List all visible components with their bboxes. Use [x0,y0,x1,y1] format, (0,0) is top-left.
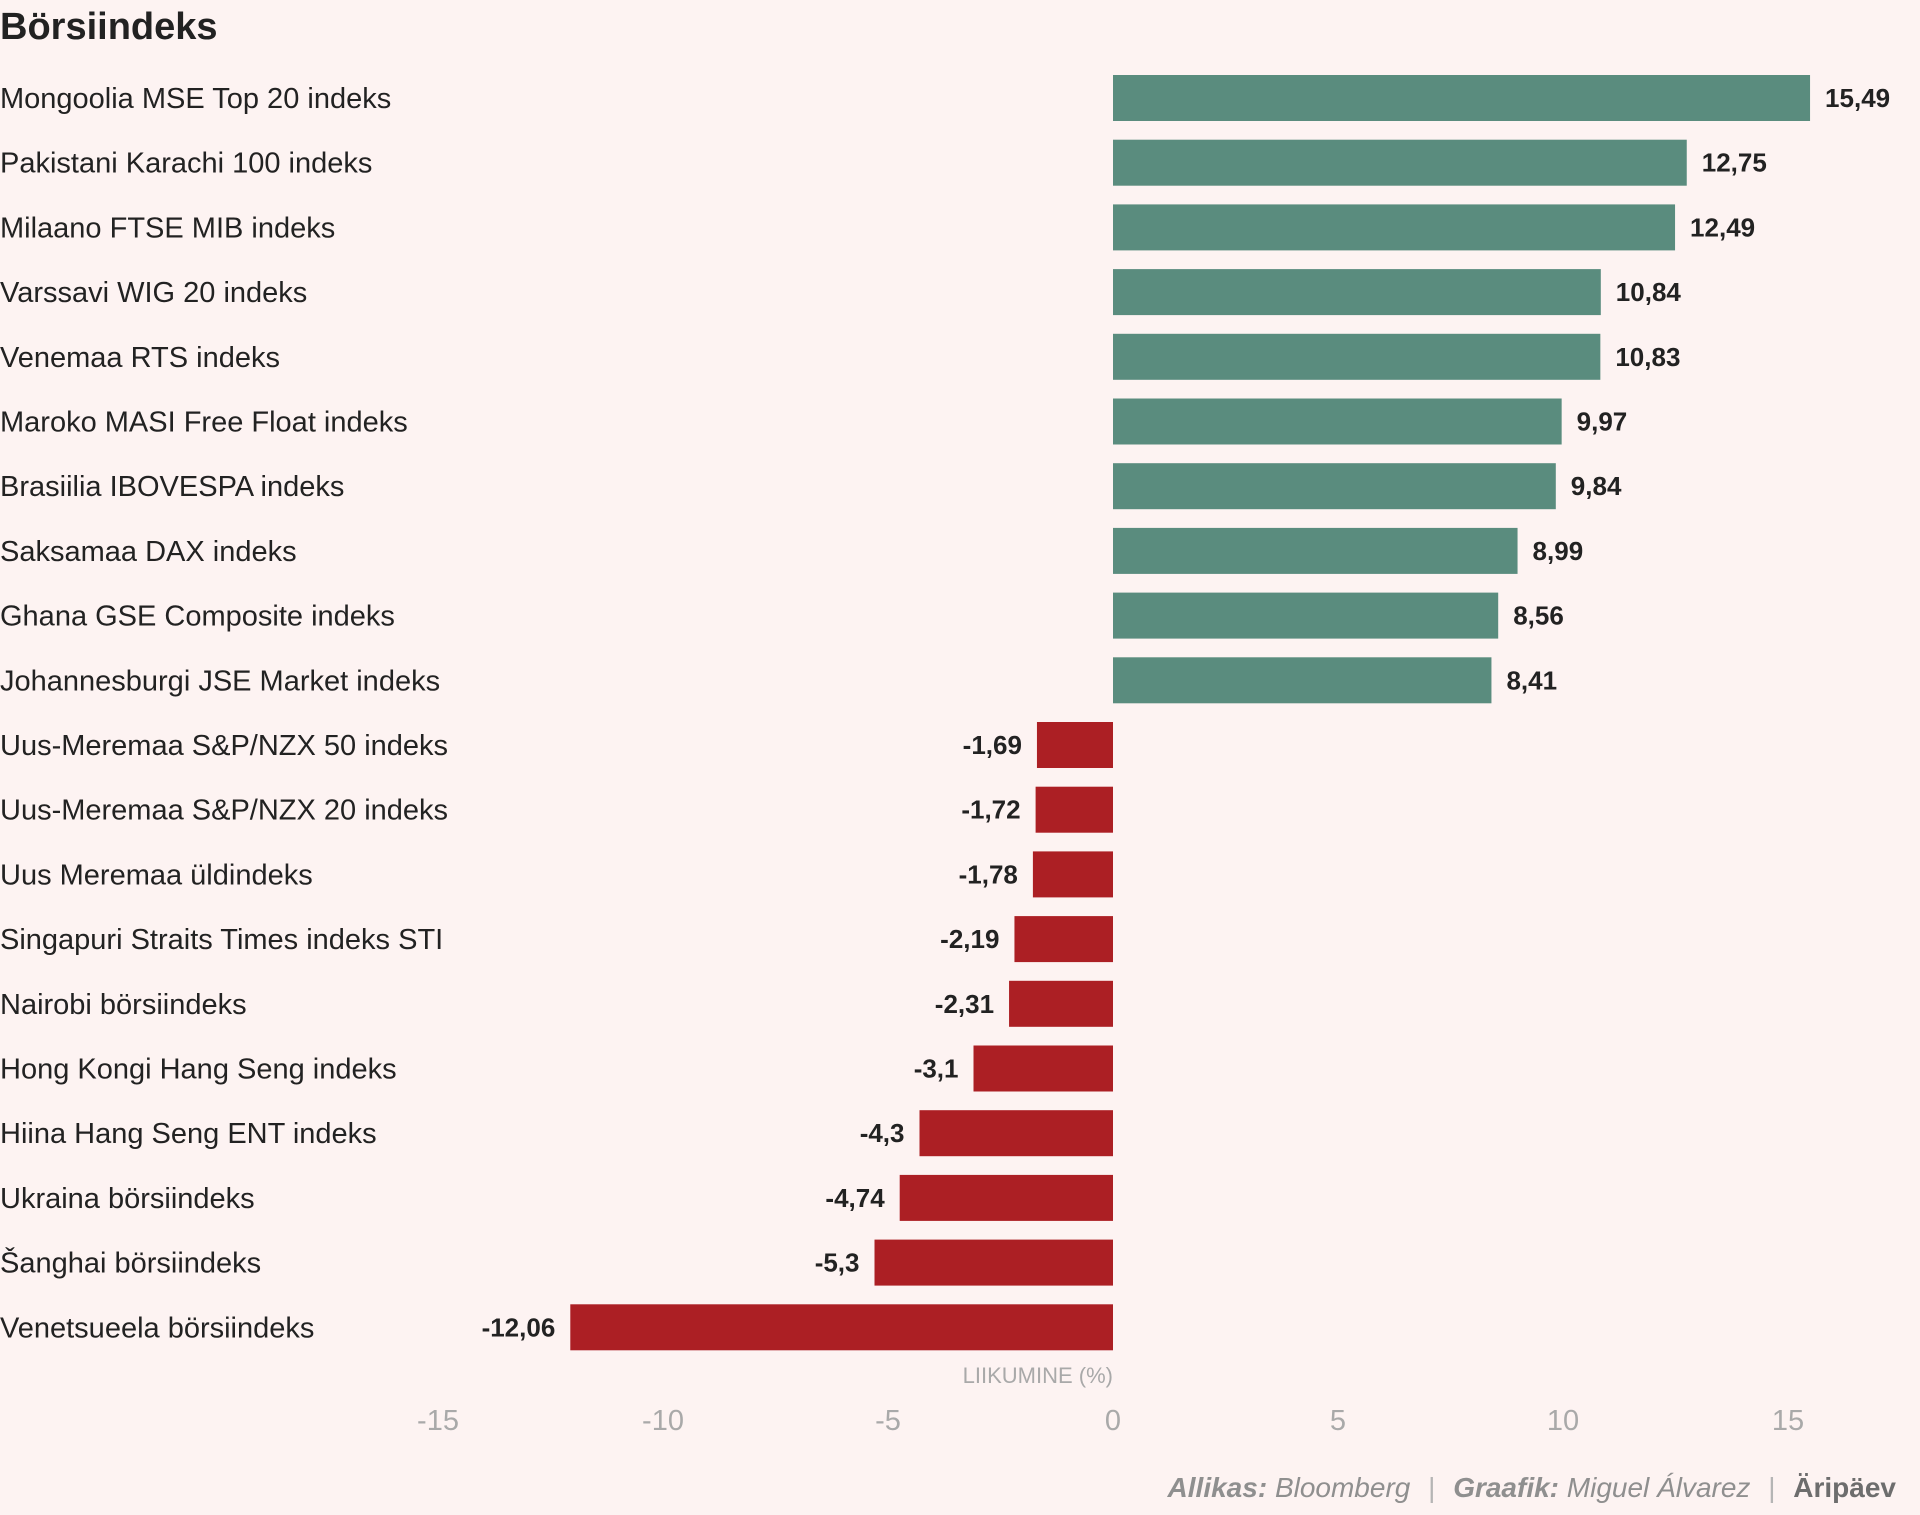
value-label: 9,97 [1577,407,1628,437]
category-label: Uus-Meremaa S&P/NZX 20 indeks [0,795,448,827]
graphic-label: Graafik: [1453,1472,1560,1503]
source-value: Bloomberg [1274,1472,1411,1503]
category-label: Hong Kongi Hang Seng indeks [0,1054,397,1086]
tick-label: -5 [875,1405,901,1437]
category-label: Saksamaa DAX indeks [0,536,297,568]
value-label: 8,99 [1533,536,1584,566]
category-label: Brasiilia IBOVESPA indeks [0,471,344,503]
bar [1113,527,1518,574]
bar [1113,269,1601,316]
bar [1113,657,1492,704]
bar [919,1110,1113,1157]
value-label: -12,06 [482,1312,556,1342]
value-label: -3,1 [914,1054,959,1084]
value-label: -1,69 [963,730,1022,760]
graphic-value: Miguel Álvarez [1566,1472,1751,1503]
value-label: 12,75 [1702,148,1767,178]
bar [1032,851,1113,898]
bar [899,1174,1113,1221]
value-label: -1,72 [961,795,1020,825]
source-label: Allikas: [1167,1472,1268,1503]
category-label: Uus Meremaa üldindeks [0,859,313,891]
bar [874,1239,1113,1286]
value-label: -2,19 [940,924,999,954]
category-label: Milaano FTSE MIB indeks [0,212,335,244]
category-label: Hiina Hang Seng ENT indeks [0,1118,377,1150]
bar [1036,722,1113,768]
tick-label: -15 [417,1405,459,1437]
value-label: 9,84 [1571,471,1622,501]
bar [1035,786,1113,833]
bar [1009,980,1113,1027]
bar [1014,916,1113,963]
bar [1113,75,1811,121]
brand-logo: Äripäev [1793,1472,1896,1503]
bar [1113,333,1601,380]
tick-label: 5 [1330,1405,1346,1437]
bar [570,1304,1113,1351]
footer-separator: | [1768,1472,1776,1503]
bar-chart: Mongoolia MSE Top 20 indeks 15,49 Pakistan… [0,75,1890,1437]
value-label: -5,3 [815,1248,860,1278]
bar [973,1045,1113,1092]
category-label: Ukraina börsiindeks [0,1183,255,1215]
value-label: 8,41 [1506,665,1557,695]
chart-title: Börsiindeks [0,6,218,48]
footer-separator: | [1428,1472,1436,1503]
category-label: Uus-Meremaa S&P/NZX 50 indeks [0,730,448,762]
bar [1113,139,1687,186]
tick-label: 0 [1105,1405,1121,1437]
category-label: Mongoolia MSE Top 20 indeks [0,83,391,115]
bar [1113,463,1556,510]
category-label: Maroko MASI Free Float indeks [0,407,408,439]
category-label: Singapuri Straits Times indeks STI [0,924,443,956]
category-label: Šanghai börsiindeks [0,1246,261,1280]
value-label: 8,56 [1513,601,1564,631]
value-label: 15,49 [1825,83,1890,113]
value-label: -4,3 [860,1118,905,1148]
chart-footer: Allikas: Bloomberg | Graafik: Miguel Álv… [1168,1472,1896,1504]
bar [1113,592,1499,639]
category-label: Nairobi börsiindeks [0,989,247,1021]
value-label: 10,83 [1615,342,1680,372]
value-label: -2,31 [935,989,994,1019]
value-label: -1,78 [959,859,1018,889]
category-label: Venemaa RTS indeks [0,342,280,374]
tick-label: -10 [642,1405,684,1437]
category-label: Pakistani Karachi 100 indeks [0,148,372,180]
value-label: 12,49 [1690,212,1755,242]
category-label: Venetsueela börsiindeks [0,1312,314,1344]
bar [1113,398,1562,445]
axis-title: LIIKUMINE (%) [963,1363,1113,1388]
bar [1113,204,1676,251]
value-label: 10,84 [1616,277,1682,307]
tick-label: 10 [1547,1405,1579,1437]
value-label: -4,74 [825,1183,885,1213]
category-label: Johannesburgi JSE Market indeks [0,665,440,697]
category-label: Varssavi WIG 20 indeks [0,277,307,309]
tick-label: 15 [1772,1405,1804,1437]
category-label: Ghana GSE Composite indeks [0,601,395,633]
